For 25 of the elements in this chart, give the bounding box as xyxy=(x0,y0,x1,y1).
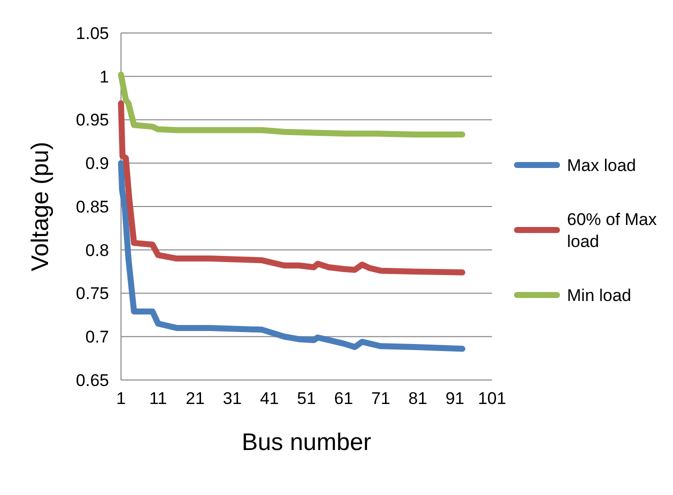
y-tick-label: 0.85 xyxy=(76,197,109,216)
y-tick-label: 0.9 xyxy=(85,154,109,174)
legend-label: Max load xyxy=(567,156,636,175)
y-tick-label: 0.75 xyxy=(76,284,109,304)
x-tick-label: 91 xyxy=(445,389,464,408)
y-tick-label: 1.05 xyxy=(76,24,109,43)
y-tick-label: 0.7 xyxy=(85,328,109,347)
x-tick-label: 61 xyxy=(334,389,354,408)
x-tick-label: 11 xyxy=(149,389,167,408)
y-axis-title: Voltage (pu) xyxy=(27,142,54,272)
x-tick-label: 101 xyxy=(478,389,506,408)
legend-label: 60% of Max load xyxy=(567,210,658,252)
y-tick-label: 0.95 xyxy=(76,110,109,130)
y-tick-label: 1 xyxy=(100,67,109,86)
x-tick-label: 81 xyxy=(408,389,428,408)
x-tick-label: 21 xyxy=(186,389,205,408)
x-tick-label: 71 xyxy=(371,389,390,408)
legend-label: Min load xyxy=(567,286,632,305)
y-tick-label: 0.8 xyxy=(85,240,109,260)
x-axis-title: Bus number xyxy=(242,429,372,456)
x-tick-label: 31 xyxy=(222,389,242,408)
x-tick-label: 51 xyxy=(297,389,316,408)
x-tick-label: 1 xyxy=(116,389,126,408)
x-tick-label: 41 xyxy=(260,389,279,408)
y-tick-label: 0.65 xyxy=(76,370,109,390)
